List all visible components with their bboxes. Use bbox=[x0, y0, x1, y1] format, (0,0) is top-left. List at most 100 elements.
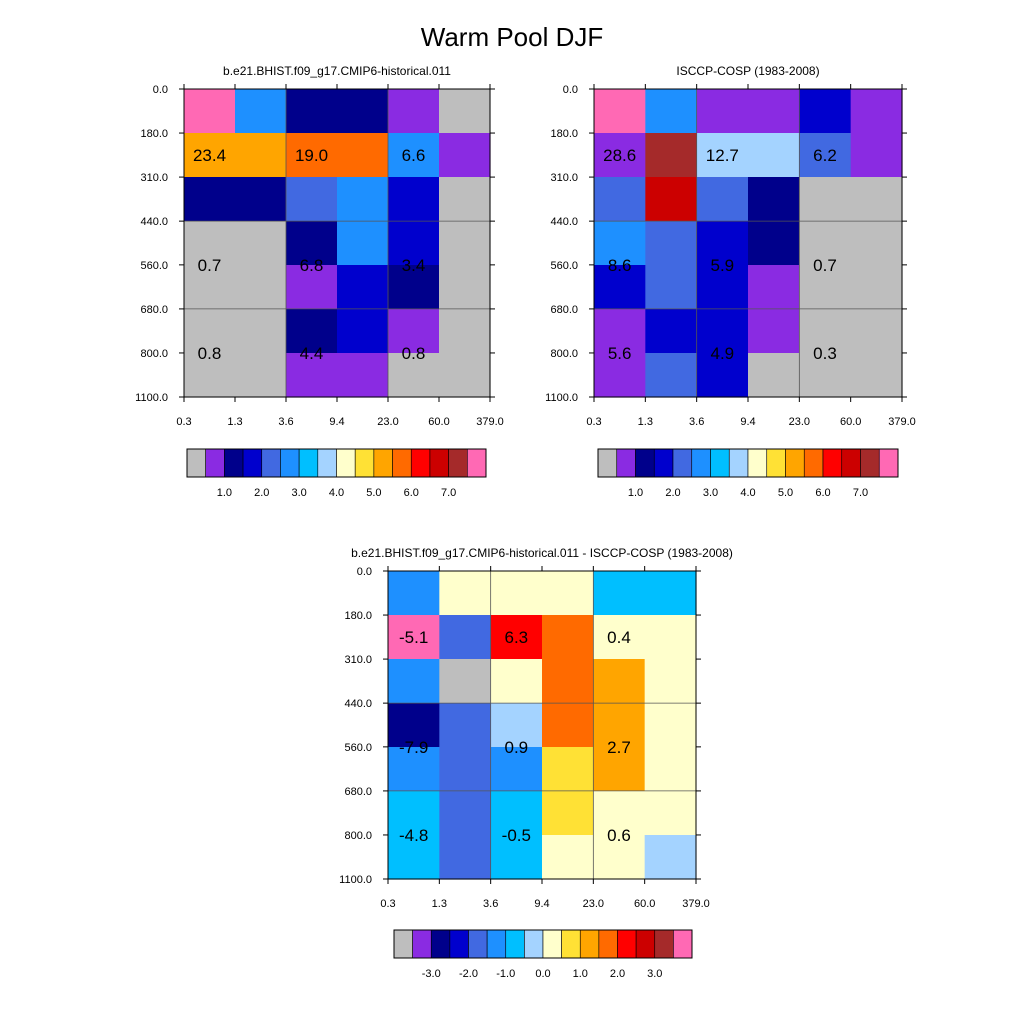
colorbar-label: 5.0 bbox=[778, 487, 793, 499]
heatmap-cell bbox=[388, 353, 440, 398]
colorbar-swatch bbox=[430, 929, 451, 959]
heatmap-cell bbox=[490, 747, 543, 792]
colorbar-label: -1.0 bbox=[496, 968, 515, 980]
x-tick-label: 1.3 bbox=[638, 416, 653, 428]
heatmap-cell bbox=[235, 133, 287, 178]
colorbar-label: 4.0 bbox=[740, 487, 755, 499]
cell-value-label: 2.7 bbox=[607, 738, 631, 757]
panel-difference: b.e21.BHIST.f09_g17.CMIP6-historical.011… bbox=[339, 546, 733, 980]
heatmap-cell bbox=[337, 89, 389, 134]
figure-title: Warm Pool DJF bbox=[421, 22, 604, 52]
heatmap-cell bbox=[439, 571, 492, 616]
cell-value-label: 0.9 bbox=[505, 738, 529, 757]
heatmap-cell bbox=[644, 791, 697, 836]
heatmap-cell bbox=[645, 177, 698, 222]
colorbar-swatch bbox=[354, 448, 375, 478]
cell-value-label: 6.6 bbox=[402, 146, 426, 165]
x-tick-label: 60.0 bbox=[634, 898, 655, 910]
y-tick-label: 180.0 bbox=[550, 128, 578, 140]
colorbar-swatch bbox=[822, 448, 843, 478]
panel-title: b.e21.BHIST.f09_g17.CMIP6-historical.011… bbox=[351, 546, 733, 560]
heatmap-cell bbox=[593, 615, 646, 660]
heatmap-cell bbox=[748, 353, 800, 398]
colorbar-swatch bbox=[429, 448, 449, 478]
heatmap-cell bbox=[644, 659, 697, 704]
heatmap-cell bbox=[235, 221, 287, 266]
heatmap-cell bbox=[388, 747, 440, 792]
colorbar-label: -3.0 bbox=[422, 968, 441, 980]
y-tick-label: 310.0 bbox=[140, 172, 168, 184]
heatmap-cell bbox=[184, 265, 236, 310]
colorbar-label: 6.0 bbox=[815, 487, 830, 499]
y-tick-label: 180.0 bbox=[140, 128, 168, 140]
heatmap-cell bbox=[644, 703, 697, 748]
heatmap-cell bbox=[490, 615, 543, 660]
x-tick-label: 9.4 bbox=[534, 898, 549, 910]
heatmap-cell bbox=[286, 221, 338, 266]
cell-value-label: 5.6 bbox=[608, 344, 632, 363]
heatmap-cell bbox=[850, 89, 903, 134]
heatmap-cell bbox=[748, 265, 800, 310]
heatmap-cell bbox=[850, 353, 903, 398]
y-tick-label: 800.0 bbox=[140, 348, 168, 360]
colorbar-swatch bbox=[317, 448, 337, 478]
heatmap-cell bbox=[594, 353, 646, 398]
x-tick-label: 1.3 bbox=[227, 416, 242, 428]
cell-value-label: 0.8 bbox=[198, 344, 222, 363]
heatmap-cell bbox=[696, 353, 749, 398]
x-tick-label: 379.0 bbox=[888, 416, 916, 428]
x-tick-label: 23.0 bbox=[789, 416, 810, 428]
heatmap-cell bbox=[388, 265, 440, 310]
heatmap-cell bbox=[594, 133, 646, 178]
heatmap-cell bbox=[644, 571, 697, 616]
heatmap-cell bbox=[184, 309, 236, 354]
heatmap-cell bbox=[645, 353, 698, 398]
heatmap-cell bbox=[799, 133, 852, 178]
colorbar-label: 7.0 bbox=[853, 487, 868, 499]
y-tick-label: 440.0 bbox=[140, 216, 168, 228]
x-tick-label: 3.6 bbox=[483, 898, 498, 910]
heatmap-cell bbox=[645, 309, 698, 354]
colorbar-swatch bbox=[336, 448, 356, 478]
x-tick-label: 3.6 bbox=[689, 416, 704, 428]
colorbar-label: -2.0 bbox=[459, 968, 478, 980]
y-tick-label: 1100.0 bbox=[339, 874, 372, 886]
y-tick-label: 0.0 bbox=[357, 566, 372, 578]
x-tick-label: 23.0 bbox=[583, 898, 604, 910]
heatmap-cell bbox=[388, 133, 440, 178]
colorbar-swatch bbox=[710, 448, 730, 478]
colorbar-swatch bbox=[261, 448, 281, 478]
heatmap-cell bbox=[286, 353, 338, 398]
x-tick-label: 0.3 bbox=[586, 416, 601, 428]
colorbar-swatch bbox=[653, 448, 674, 478]
heatmap-cell bbox=[184, 221, 236, 266]
colorbar-swatch bbox=[505, 929, 525, 959]
heatmap-cell bbox=[337, 265, 389, 310]
heatmap-cell bbox=[388, 177, 440, 222]
heatmap-cell bbox=[644, 747, 697, 792]
heatmap-cell bbox=[799, 177, 852, 222]
cell-value-label: 0.8 bbox=[402, 344, 426, 363]
cell-value-label: 4.9 bbox=[711, 344, 735, 363]
colorbar-swatch bbox=[785, 448, 805, 478]
colorbar-swatch bbox=[803, 448, 824, 478]
heatmap-cell bbox=[594, 221, 646, 266]
colorbar-swatch bbox=[654, 929, 674, 959]
heatmap-cell bbox=[388, 309, 440, 354]
cell-value-label: 0.7 bbox=[198, 256, 222, 275]
heatmap-cell bbox=[388, 659, 440, 704]
colorbar-swatch bbox=[393, 929, 413, 959]
colorbar-label: 6.0 bbox=[404, 487, 419, 499]
cell-value-label: 0.6 bbox=[607, 826, 631, 845]
heatmap-cell bbox=[542, 791, 594, 836]
x-tick-label: 0.3 bbox=[176, 416, 191, 428]
heatmap-cell bbox=[850, 133, 903, 178]
heatmap-cell bbox=[286, 265, 338, 310]
heatmap-cell bbox=[184, 89, 236, 134]
heatmap-cell bbox=[748, 133, 800, 178]
heatmap-cell bbox=[542, 571, 594, 616]
x-tick-label: 1.3 bbox=[432, 898, 447, 910]
heatmap-cell bbox=[542, 703, 594, 748]
colorbar-swatch bbox=[597, 448, 618, 478]
y-tick-label: 560.0 bbox=[550, 260, 578, 272]
